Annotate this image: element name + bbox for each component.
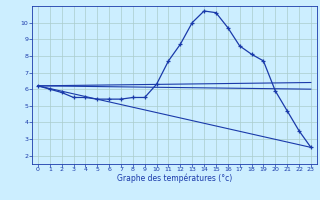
X-axis label: Graphe des températures (°c): Graphe des températures (°c): [117, 174, 232, 183]
